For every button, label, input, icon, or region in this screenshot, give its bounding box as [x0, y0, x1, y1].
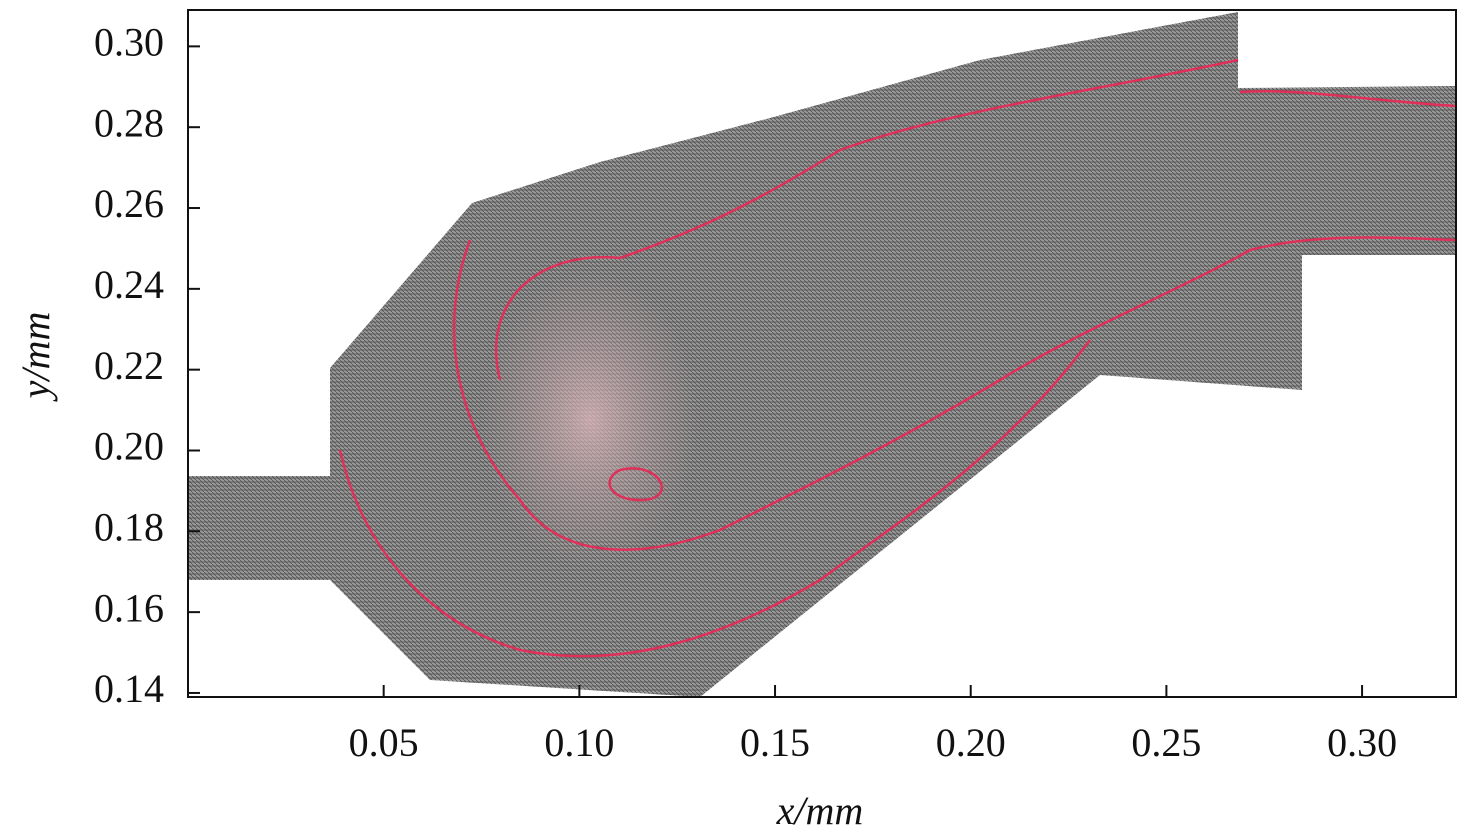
x-tick-label: 0.05: [349, 720, 419, 765]
y-axis-label: y/mm: [13, 312, 58, 403]
y-tick-label: 0.24: [94, 262, 164, 307]
y-tick-label: 0.14: [94, 666, 164, 711]
plot-frame: [187, 9, 1457, 698]
y-tick-label: 0.18: [94, 504, 164, 549]
mesh-domain: [188, 12, 1457, 697]
x-tick-label: 0.30: [1327, 720, 1397, 765]
x-tick-label: 0.15: [740, 720, 810, 765]
x-axis-label: x/mm: [776, 788, 864, 831]
x-tick-label: 0.10: [544, 720, 614, 765]
x-tick-label: 0.20: [936, 720, 1006, 765]
y-tick-label: 0.28: [94, 100, 164, 145]
y-tick-label: 0.16: [94, 585, 164, 630]
y-tick-label: 0.20: [94, 424, 164, 469]
y-tick-label: 0.22: [94, 343, 164, 388]
y-tick-label: 0.26: [94, 181, 164, 226]
x-tick-label: 0.25: [1131, 720, 1201, 765]
y-tick-label: 0.30: [94, 20, 164, 65]
